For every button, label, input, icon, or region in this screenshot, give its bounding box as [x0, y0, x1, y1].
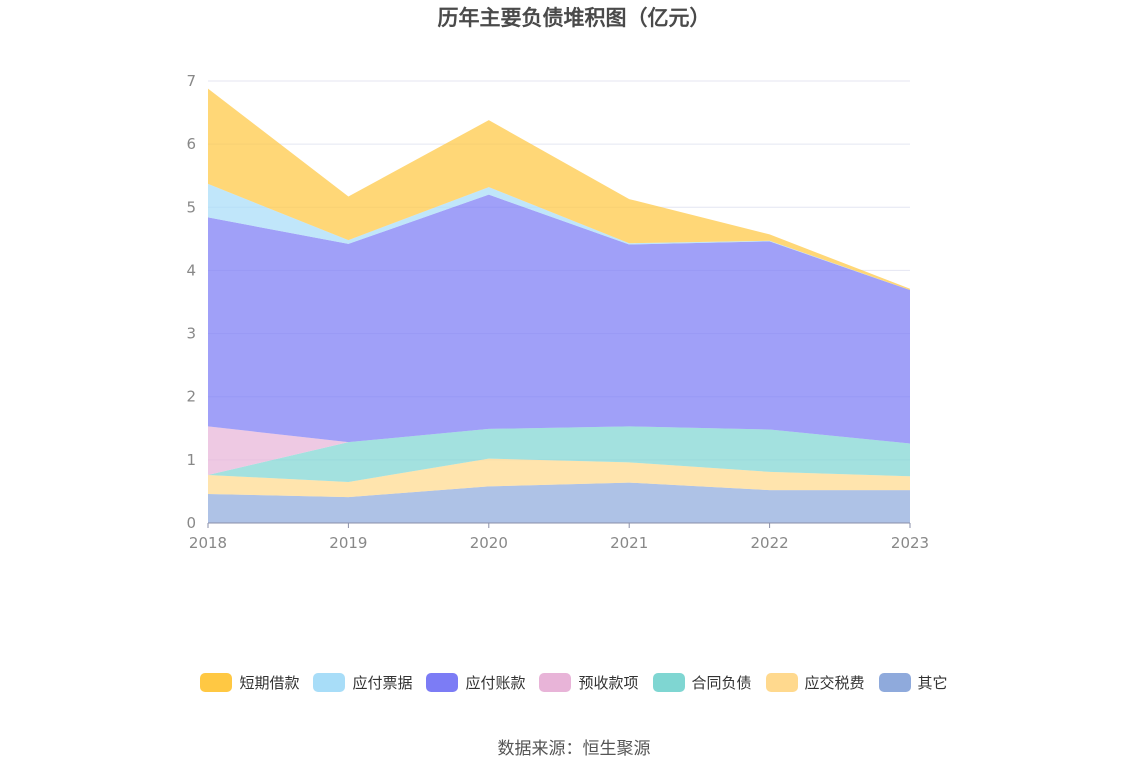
- y-tick-label: 5: [186, 198, 196, 216]
- area-series-2: [208, 426, 910, 482]
- y-tick-label: 1: [186, 451, 196, 469]
- area-series-0: [208, 482, 910, 523]
- y-tick-label: 6: [186, 135, 196, 153]
- y-tick-label: 2: [186, 388, 196, 406]
- legend-label: 应付票据: [352, 674, 413, 692]
- legend-label: 合同负债: [691, 674, 752, 692]
- legend-label: 短期借款: [239, 674, 300, 692]
- area-series-4: [208, 194, 910, 444]
- legend-swatch: [765, 673, 798, 692]
- chart-title: 历年主要负债堆积图（亿元）: [437, 6, 711, 30]
- legend-swatch: [652, 673, 685, 692]
- x-tick-label: 2019: [329, 534, 367, 552]
- legend-item[interactable]: 合同负债: [652, 672, 752, 693]
- data-source: 数据来源：恒生聚源: [497, 739, 651, 759]
- legend-label: 预收款项: [578, 674, 639, 692]
- legend-item[interactable]: 预收款项: [539, 672, 639, 693]
- y-tick-label: 7: [186, 72, 196, 90]
- x-tick-label: 2021: [610, 534, 648, 552]
- area-series-1: [208, 458, 910, 498]
- x-tick-label: 2018: [189, 534, 227, 552]
- legend-label: 应付账款: [465, 674, 526, 692]
- legend-swatch: [539, 673, 572, 692]
- x-tick-label: 2020: [470, 534, 508, 552]
- legend-item[interactable]: 其它: [878, 672, 948, 693]
- legend-item[interactable]: 应付账款: [426, 672, 525, 693]
- x-tick-label: 2022: [751, 534, 789, 552]
- legend-item[interactable]: 应交税费: [765, 672, 865, 693]
- y-tick-label: 3: [186, 325, 196, 343]
- area-series-6: [208, 88, 910, 291]
- x-tick-label: 2023: [891, 534, 929, 552]
- legend: 短期借款 应付票据 应付账款 预收款项 合同负债 应交税费 其它: [0, 672, 1148, 693]
- y-tick-label: 4: [186, 261, 196, 279]
- y-tick-label: 0: [186, 514, 196, 532]
- legend-swatch: [313, 673, 346, 692]
- legend-item[interactable]: 短期借款: [200, 672, 299, 693]
- legend-swatch: [426, 673, 459, 692]
- legend-swatch: [200, 673, 233, 692]
- legend-swatch: [878, 673, 911, 692]
- legend-label: 应交税费: [804, 674, 865, 692]
- legend-item[interactable]: 应付票据: [313, 672, 412, 693]
- legend-label: 其它: [917, 674, 948, 692]
